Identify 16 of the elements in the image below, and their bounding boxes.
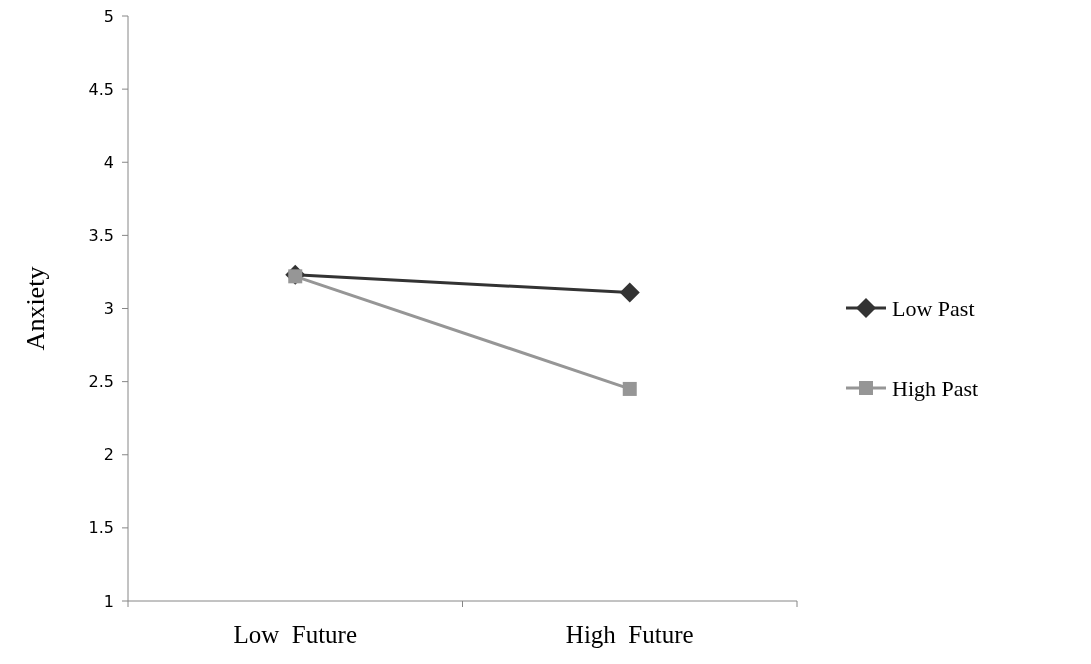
legend-label: Low Past <box>892 295 975 321</box>
y-tick-label: 3 <box>103 299 114 319</box>
y-tick-label: 4.5 <box>88 79 114 99</box>
y-tick-label: 2 <box>103 445 114 465</box>
point <box>622 381 637 396</box>
y-tick-label: 5 <box>103 6 114 26</box>
y-tick-label: 1 <box>103 591 114 611</box>
y-axis-title: Anxiety <box>21 266 50 351</box>
y-tick-label: 4 <box>103 152 114 172</box>
x-tick-label: High Future <box>565 621 694 648</box>
y-tick-label: 3.5 <box>88 225 114 245</box>
point <box>619 282 640 303</box>
y-tick-label: 2.5 <box>88 372 114 392</box>
y-tick-label: 1.5 <box>88 518 114 538</box>
x-tick-label: Low Future <box>233 621 358 648</box>
legend-label: High Past <box>892 375 979 401</box>
